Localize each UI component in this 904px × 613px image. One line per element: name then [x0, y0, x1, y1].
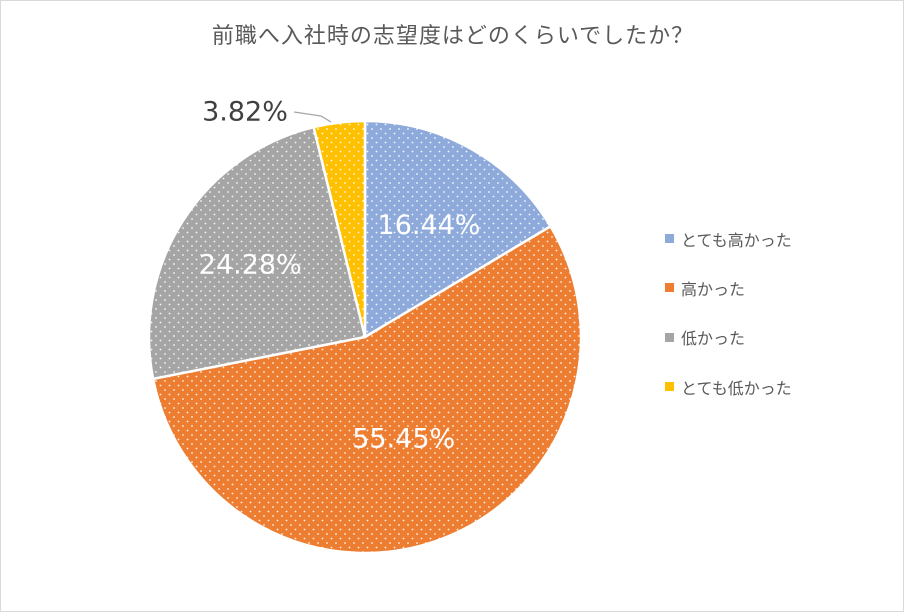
legend-label: 低かった — [681, 329, 746, 349]
legend-item: 低かった — [665, 313, 792, 362]
data-label-very-high: 16.44% — [378, 210, 481, 241]
leader-line — [293, 111, 332, 123]
legend-swatch — [665, 382, 674, 392]
data-label-high: 55.45% — [352, 423, 455, 454]
data-label-low: 24.28% — [199, 249, 302, 280]
legend-swatch — [665, 283, 674, 293]
legend-item: 高かった — [665, 263, 792, 312]
legend-swatch — [665, 234, 674, 244]
legend-label: とても高かった — [681, 230, 792, 250]
legend-label: 高かった — [681, 279, 746, 299]
pie-slice-high — [151, 224, 583, 555]
pie-slice-low — [147, 125, 367, 381]
data-label-very-low: 3.82% — [202, 97, 288, 128]
legend-item: とても低かった — [665, 362, 792, 411]
pie-slice-very-low — [312, 119, 367, 338]
legend-item: とても高かった — [665, 214, 792, 263]
pie-slice-very-high — [363, 119, 553, 340]
legend: とても高かった 高かった 低かった とても低かった — [665, 214, 792, 411]
legend-label: とても低かった — [681, 378, 792, 398]
legend-swatch — [665, 332, 674, 342]
chart-title: 前職へ入社時の志望度はどのくらいでしたか？ — [211, 24, 695, 49]
